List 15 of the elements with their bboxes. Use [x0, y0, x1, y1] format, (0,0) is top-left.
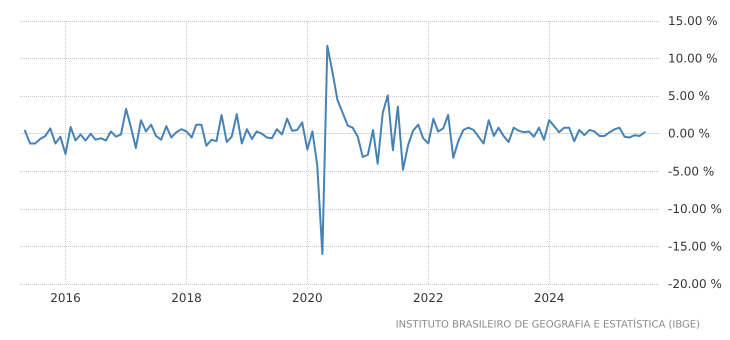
y-tick-label: -20.00 %	[668, 277, 722, 291]
x-tick-label: 2024	[534, 291, 564, 305]
y-tick-label: -5.00 %	[668, 164, 714, 178]
x-tick-label: 2018	[171, 291, 202, 305]
x-tick-label: 2022	[413, 291, 444, 305]
text: INSTITUTO BRASILEIRO DE GEOGRAFIA E ESTATÍSTICA (IBGE)	[396, 318, 700, 330]
y-tick-label: 10.00 %	[668, 52, 718, 66]
y-tick-label: 0.00 %	[668, 126, 710, 141]
y-tick-label: 15.00 %	[668, 14, 718, 28]
x-tick-label: 2020	[292, 291, 323, 305]
y-tick-label: 5.00 %	[668, 89, 710, 104]
x-tick-label: 2016	[50, 291, 81, 305]
line-series	[24, 44, 646, 255]
y-tick-label: -10.00 %	[668, 202, 722, 216]
y-tick-label: -15.00 %	[668, 239, 722, 254]
